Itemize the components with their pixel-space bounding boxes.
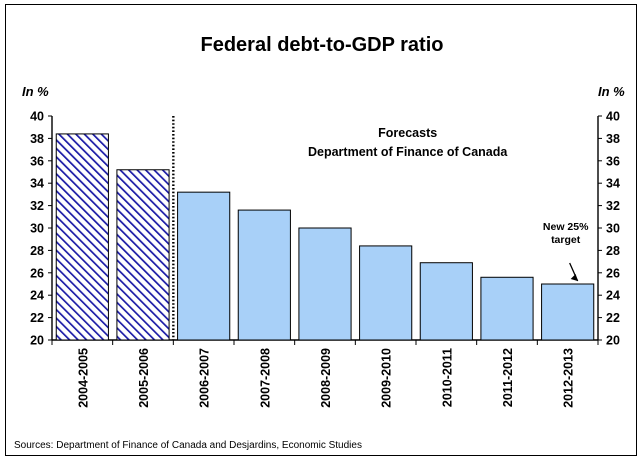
y-tick-label-left: 20 (30, 334, 44, 348)
y-tick-label-right: 28 (606, 244, 620, 258)
y-tick-label-left: 22 (30, 311, 44, 325)
forecast-source-label: Department of Finance of Canada (308, 145, 508, 159)
target-arrow-head (570, 274, 578, 281)
chart-title: Federal debt-to-GDP ratio (200, 34, 444, 56)
x-tick-label: 2008-2009 (319, 348, 333, 408)
y-tick-label-left: 40 (30, 110, 44, 124)
bar-2008-2009 (298, 227, 352, 341)
bar-2010-2011 (419, 262, 473, 341)
y-tick-label-left: 38 (30, 132, 44, 146)
y-tick-label-left: 24 (30, 289, 44, 303)
x-tick-label: 2009-2010 (380, 348, 394, 408)
target-label: New 25% (543, 221, 589, 233)
x-tick-label: 2011-2012 (501, 348, 515, 407)
y-tick-label-right: 22 (606, 311, 620, 325)
target-label-2: target (551, 234, 581, 246)
y-tick-label-left: 34 (30, 177, 44, 191)
bar-2011-2012 (480, 276, 534, 341)
y-tick-label-right: 38 (606, 132, 620, 146)
y-tick-label-left: 26 (30, 266, 44, 280)
y-tick-label-left: 32 (30, 199, 44, 213)
bar-2004-2005 (55, 133, 109, 341)
y-tick-label-right: 24 (606, 289, 620, 303)
x-tick-label: 2010-2011 (440, 348, 454, 407)
y-tick-label-right: 34 (606, 177, 620, 191)
right-axis-unit: In % (598, 84, 625, 99)
left-axis-unit: In % (22, 84, 49, 99)
bar-2012-2013 (541, 283, 595, 341)
y-tick-label-left: 30 (30, 222, 44, 236)
x-tick-label: 2005-2006 (137, 348, 151, 408)
x-tick-label: 2012-2013 (562, 348, 576, 408)
forecast-label: Forecasts (378, 126, 437, 140)
y-tick-label-right: 26 (606, 266, 620, 280)
bar-2007-2008 (237, 209, 291, 341)
x-tick-label: 2007-2008 (258, 348, 272, 408)
source-note: Sources: Department of Finance of Canada… (14, 440, 362, 451)
y-tick-label-right: 40 (606, 110, 620, 124)
x-tick-label: 2004-2005 (76, 348, 90, 408)
bar-2006-2007 (177, 191, 231, 341)
y-tick-label-right: 36 (606, 154, 620, 168)
x-tick-label: 2006-2007 (198, 348, 212, 408)
bar-2009-2010 (359, 245, 413, 341)
y-tick-label-right: 32 (606, 199, 620, 213)
y-tick-label-left: 36 (30, 154, 44, 168)
bar-2005-2006 (116, 169, 170, 341)
y-tick-label-left: 28 (30, 244, 44, 258)
y-tick-label-right: 30 (606, 222, 620, 236)
y-tick-label-right: 20 (606, 334, 620, 348)
